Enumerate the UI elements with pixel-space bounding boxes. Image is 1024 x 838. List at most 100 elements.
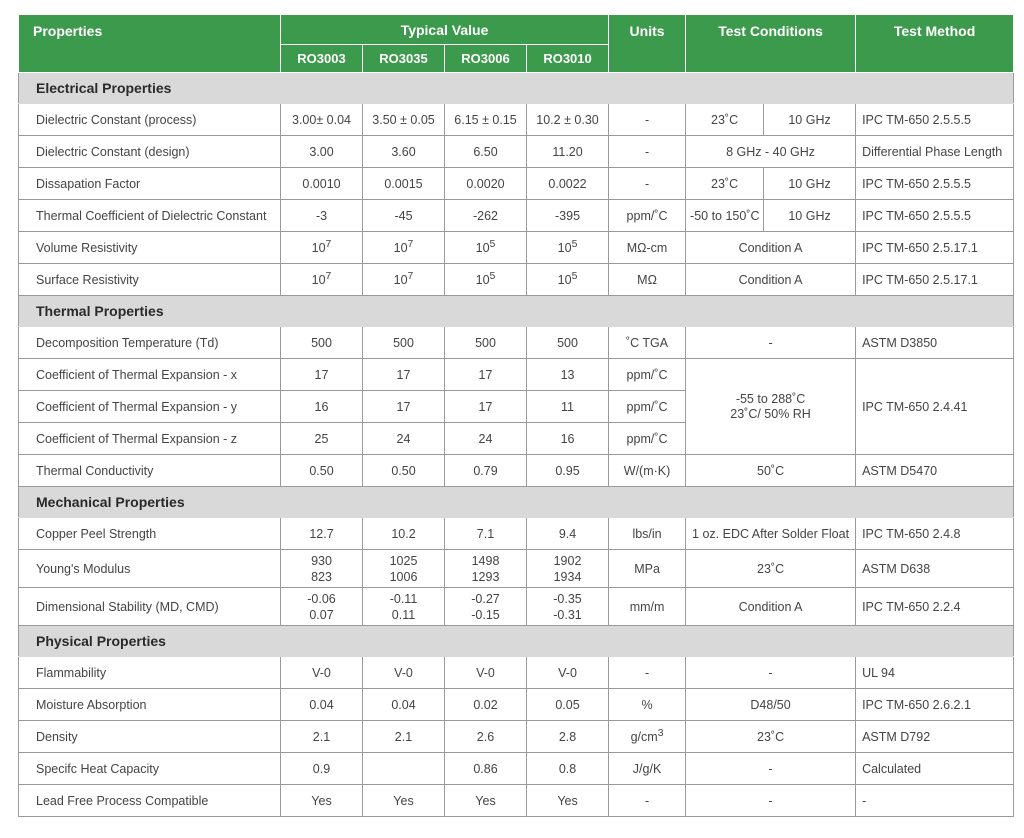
value-line: 930	[311, 553, 332, 568]
table-row: Thermal Coefficient of Dielectric Consta…	[18, 199, 1015, 232]
value-line: -0.35	[553, 591, 582, 606]
table-row: Moisture Absorption 0.04 0.04 0.02 0.05 …	[18, 688, 1015, 721]
value-base: 10	[475, 273, 490, 288]
value-cell: 3.00	[280, 135, 363, 168]
property-name: Dielectric Constant (design)	[18, 135, 281, 168]
value-cell: -395	[525, 199, 610, 232]
test-condition-cell: D48/50	[685, 688, 857, 721]
table-row: Dimensional Stability (MD, CMD) -0.06 0.0…	[18, 587, 1015, 626]
test-condition-cell: -	[685, 784, 857, 817]
value-line: 1902	[553, 553, 582, 568]
value-cell: 0.0020	[444, 167, 527, 200]
value-cell: 17	[362, 358, 445, 391]
value-cell: -0.06 0.07	[280, 587, 363, 626]
header-material: RO3010	[525, 44, 610, 73]
test-method-cell: IPC TM-650 2.5.5.5	[855, 103, 1015, 136]
value-cell: 2.1	[362, 720, 445, 753]
value-cell: 105	[444, 231, 527, 264]
property-name: Thermal Conductivity	[18, 454, 281, 487]
unit-cell: MΩ	[608, 263, 687, 296]
unit-cell: lbs/in	[608, 517, 687, 550]
value-base: 10	[475, 241, 490, 256]
value-cell: 500	[280, 326, 363, 359]
value-exponent: 5	[571, 271, 578, 283]
test-method-cell: ASTM D792	[855, 720, 1015, 753]
unit-cell: -	[608, 784, 687, 817]
test-condition-line: 23˚C/ 50% RH	[730, 406, 811, 421]
value-exponent: 7	[407, 239, 414, 251]
value-cell: 10.2 ± 0.30	[525, 103, 610, 136]
unit-cell: ppm/˚C	[608, 358, 687, 391]
property-name: Specifc Heat Capacity	[18, 752, 281, 785]
unit-cell: W/(m·K)	[608, 454, 687, 487]
value-cell: 0.9	[280, 752, 363, 785]
value-cell: 6.15 ± 0.15	[444, 103, 527, 136]
value-cell: 0.86	[444, 752, 527, 785]
value-cell: 107	[280, 263, 363, 296]
value-cell: 2.1	[280, 720, 363, 753]
property-name: Young's Modulus	[18, 549, 281, 588]
value-cell: V-0	[280, 656, 363, 689]
value-cell: 17	[280, 358, 363, 391]
header-units: Units	[608, 14, 687, 73]
table-row: Dissapation Factor 0.0010 0.0015 0.0020 …	[18, 167, 1015, 200]
unit-cell: -	[608, 656, 687, 689]
value-line: -0.27	[471, 591, 500, 606]
test-condition-cell: Condition A	[685, 263, 857, 296]
value-line: 0.11	[391, 607, 416, 622]
test-method-cell: UL 94	[855, 656, 1015, 689]
value-exponent: 5	[571, 239, 578, 251]
value-cell: 105	[444, 263, 527, 296]
unit-cell: -	[608, 135, 687, 168]
table-row: Volume Resistivity 107 107 105 105 MΩ-cm…	[18, 231, 1015, 264]
table-row: Thermal Conductivity 0.50 0.50 0.79 0.95…	[18, 454, 1015, 487]
value-cell: -3	[280, 199, 363, 232]
property-name: Dimensional Stability (MD, CMD)	[18, 587, 281, 626]
property-name: Dissapation Factor	[18, 167, 281, 200]
value-cell: 0.8	[525, 752, 610, 785]
section-row: Physical Properties	[17, 625, 1015, 657]
value-cell: Yes	[525, 784, 610, 817]
unit-cell: ppm/˚C	[608, 390, 687, 423]
unit-cell: J/g/K	[608, 752, 687, 785]
unit-cell: ppm/˚C	[608, 422, 687, 455]
test-method-cell: IPC TM-650 2.5.17.1	[855, 231, 1015, 264]
value-cell: 500	[525, 326, 610, 359]
value-cell: 3.00± 0.04	[280, 103, 363, 136]
section-title: Electrical Properties	[17, 72, 1015, 104]
test-condition-cell: -	[685, 326, 857, 359]
value-cell: 500	[444, 326, 527, 359]
table-row: Lead Free Process Compatible Yes Yes Yes…	[18, 784, 1015, 817]
value-cell: 9.4	[525, 517, 610, 550]
section-row: Thermal Properties	[17, 295, 1015, 327]
value-cell: 17	[362, 390, 445, 423]
table-row: Decomposition Temperature (Td) 500 500 5…	[18, 326, 1015, 359]
test-method-cell: IPC TM-650 2.5.5.5	[855, 167, 1015, 200]
header-properties: Properties	[18, 14, 281, 73]
unit-cell: g/cm3	[608, 720, 687, 753]
value-cell: 10.2	[362, 517, 445, 550]
header-material: RO3035	[362, 44, 445, 73]
test-method-cell: IPC TM-650 2.6.2.1	[855, 688, 1015, 721]
section-row: Electrical Properties	[17, 72, 1015, 104]
value-cell: 17	[444, 390, 527, 423]
value-base: 10	[557, 273, 572, 288]
table-row: Surface Resistivity 107 107 105 105 MΩ C…	[18, 263, 1015, 296]
value-cell: 0.04	[280, 688, 363, 721]
header-material: RO3006	[444, 44, 527, 73]
test-condition-cell: 23˚C	[685, 103, 765, 136]
unit-cell: ˚C TGA	[608, 326, 687, 359]
value-cell: 1498 1293	[444, 549, 527, 588]
test-condition-cell: 10 GHz	[763, 199, 857, 232]
unit-cell: ppm/˚C	[608, 199, 687, 232]
value-cell: -0.11 0.11	[362, 587, 445, 626]
value-cell: 6.50	[444, 135, 527, 168]
test-condition-cell: 1 oz. EDC After Solder Float	[685, 517, 857, 550]
value-line: -0.31	[553, 607, 582, 622]
value-exponent: 7	[407, 271, 414, 283]
value-cell: 0.0015	[362, 167, 445, 200]
value-base: 10	[311, 241, 326, 256]
section-title: Mechanical Properties	[17, 486, 1015, 518]
value-cell: V-0	[444, 656, 527, 689]
test-condition-cell: Condition A	[685, 587, 857, 626]
